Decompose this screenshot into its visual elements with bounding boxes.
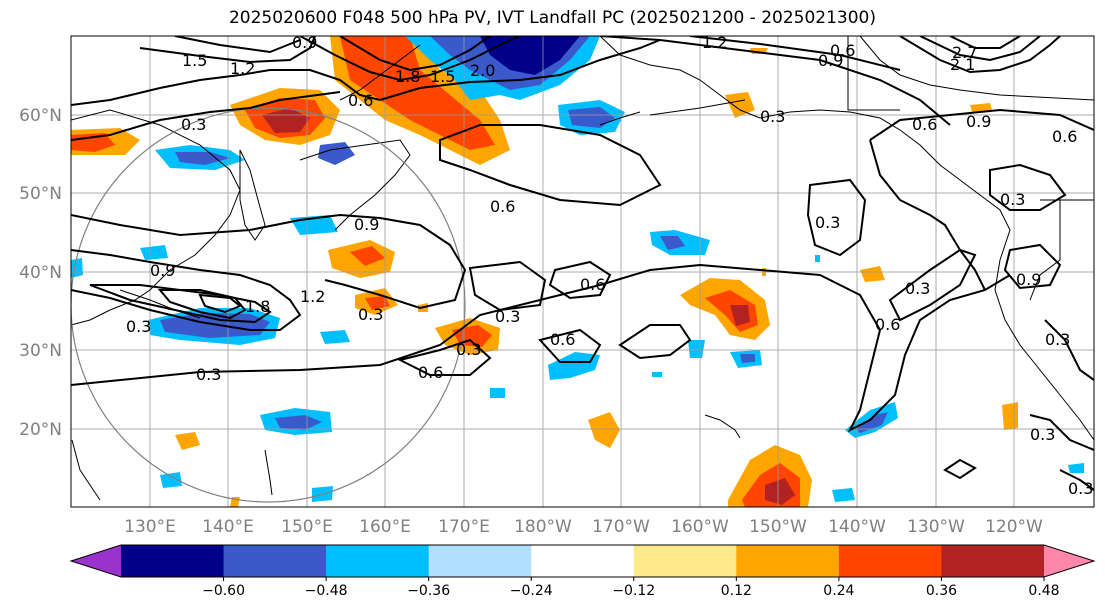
contour-label: 0.3 <box>196 365 221 384</box>
colorbar-segment <box>941 545 1045 577</box>
contour-label: 1.8 <box>245 297 270 316</box>
lat-label: 40°N <box>19 263 62 283</box>
contour-label: 0.3 <box>815 213 840 232</box>
colorbar-tick-label: 0.48 <box>1028 583 1059 599</box>
lon-label: 170°W <box>592 517 650 537</box>
contour-label: 1.5 <box>182 51 207 70</box>
map-title: 2025020600 F048 500 hPa PV, IVT Landfall… <box>228 8 876 28</box>
lon-label: 150°W <box>749 517 807 537</box>
contour-label: 0.9 <box>292 33 317 52</box>
contour-label: 0.9 <box>354 215 379 234</box>
contour-label: 2.7 <box>952 43 977 62</box>
contour-label: 0.6 <box>875 315 900 334</box>
contour-label: 0.9 <box>818 51 843 70</box>
lat-label: 60°N <box>19 106 62 126</box>
lon-label: 150°E <box>281 517 333 537</box>
colorbar-segment <box>223 545 327 577</box>
lon-label: 120°W <box>985 517 1043 537</box>
contour-label: 0.6 <box>490 197 515 216</box>
contour-label: 0.6 <box>418 363 443 382</box>
lon-label: 130°W <box>907 517 965 537</box>
colorbar-segment <box>633 545 737 577</box>
contour-label: 2.1 <box>950 55 975 74</box>
colorbar-segment <box>121 545 225 577</box>
contour-label: 0.3 <box>1045 330 1070 349</box>
lat-labels: 60°N 50°N 40°N 30°N 20°N <box>19 106 62 440</box>
colorbar-segment <box>531 545 635 577</box>
colorbar-tick-label: 0.24 <box>823 583 854 599</box>
radius-circle <box>71 107 466 503</box>
lon-label: 170°E <box>438 517 490 537</box>
contour-label: 0.3 <box>1068 479 1093 498</box>
colorbar-segment <box>838 545 942 577</box>
colorbar-tick-label: 0.12 <box>721 583 752 599</box>
contour-label: 0.6 <box>912 115 937 134</box>
colorbar-segment <box>736 545 840 577</box>
lon-label: 140°W <box>828 517 886 537</box>
colorbar-tick-label: 0.36 <box>926 583 957 599</box>
contour-label: 0.3 <box>495 307 520 326</box>
pv-shading <box>71 36 1084 507</box>
contour-label: 0.6 <box>830 41 855 60</box>
contour-label: 0.3 <box>358 305 383 324</box>
contour-label: 0.6 <box>1052 127 1077 146</box>
contour-label: 0.6 <box>580 275 605 294</box>
contour-label: 0.6 <box>550 330 575 349</box>
lat-label: 20°N <box>19 420 62 440</box>
contour-label: 0.9 <box>1016 270 1041 289</box>
colorbar-outline <box>69 544 1096 578</box>
contour-label: 1.2 <box>230 59 255 78</box>
colorbar-segment <box>326 545 430 577</box>
lon-label: 130°E <box>124 517 176 537</box>
plot-frame <box>70 35 1095 508</box>
contour-label: 0.6 <box>348 91 373 110</box>
lon-label: 160°E <box>359 517 411 537</box>
gridlines <box>71 36 1094 507</box>
contour-label: 1.2 <box>300 287 325 306</box>
colorbar-extend-low <box>71 545 121 577</box>
contour-label: 2.0 <box>470 61 495 80</box>
lon-label: 140°E <box>202 517 254 537</box>
colorbar-segment <box>428 545 532 577</box>
lat-label: 30°N <box>19 341 62 361</box>
contour-label: 0.3 <box>456 340 481 359</box>
contour-label: 0.9 <box>966 112 991 131</box>
contour-label: 0.3 <box>1030 425 1055 444</box>
colorbar-tick-label: −0.48 <box>305 583 348 599</box>
lon-label: 160°W <box>671 517 729 537</box>
lon-label: 180°W <box>514 517 572 537</box>
colorbar-tick-label: −0.36 <box>407 583 450 599</box>
ivt-contours <box>71 36 1094 491</box>
contour-label: 0.3 <box>181 115 206 134</box>
lat-label: 50°N <box>19 184 62 204</box>
contour-label: 1.5 <box>430 67 455 86</box>
contour-label: 0.3 <box>1000 190 1025 209</box>
contour-label: 1.2 <box>702 33 727 52</box>
colorbar-tick-label: −0.24 <box>510 583 553 599</box>
colorbar-tick-label: −0.60 <box>202 583 245 599</box>
contour-label: 0.3 <box>760 107 785 126</box>
contour-label: 0.9 <box>150 261 175 280</box>
colorbar-tick-label: −0.12 <box>612 583 655 599</box>
colorbar-extend-high <box>1044 545 1094 577</box>
contour-label: 0.3 <box>126 317 151 336</box>
contour-labels: 1.5 1.2 0.6 0.9 1.8 1.5 2.0 2.1 2.7 1.2 … <box>126 33 1093 498</box>
contour-label: 1.8 <box>395 67 420 86</box>
coastlines <box>71 36 1094 501</box>
lon-labels: 130°E 140°E 150°E 160°E 170°E 180°W 170°… <box>124 517 1043 537</box>
colorbar: −0.60 −0.48 −0.36 −0.24 −0.12 0.12 0.24 0.36 0.4… <box>69 544 1096 599</box>
contour-label: 0.3 <box>905 279 930 298</box>
